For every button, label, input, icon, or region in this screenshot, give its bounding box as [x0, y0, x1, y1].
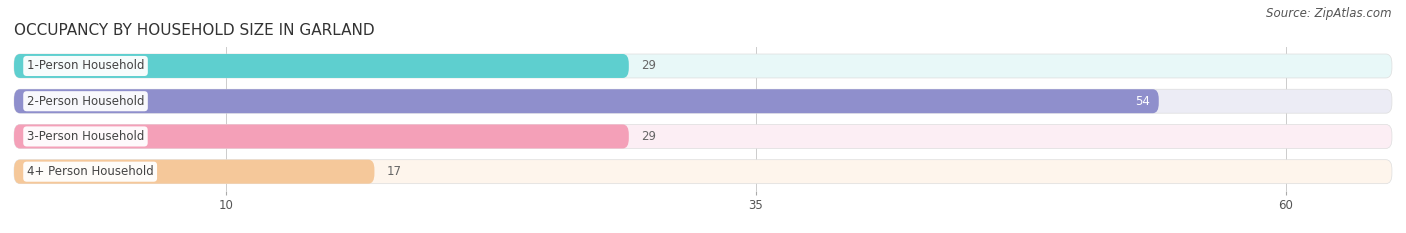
FancyBboxPatch shape — [14, 54, 628, 78]
FancyBboxPatch shape — [14, 89, 1159, 113]
Text: 17: 17 — [387, 165, 402, 178]
Text: 54: 54 — [1136, 95, 1150, 108]
FancyBboxPatch shape — [14, 124, 1392, 148]
Text: Source: ZipAtlas.com: Source: ZipAtlas.com — [1267, 7, 1392, 20]
FancyBboxPatch shape — [14, 54, 1392, 78]
Text: OCCUPANCY BY HOUSEHOLD SIZE IN GARLAND: OCCUPANCY BY HOUSEHOLD SIZE IN GARLAND — [14, 24, 374, 38]
Text: 29: 29 — [641, 130, 657, 143]
Text: 1-Person Household: 1-Person Household — [27, 59, 145, 72]
FancyBboxPatch shape — [14, 124, 628, 148]
Text: 2-Person Household: 2-Person Household — [27, 95, 145, 108]
Text: 4+ Person Household: 4+ Person Household — [27, 165, 153, 178]
FancyBboxPatch shape — [14, 89, 1392, 113]
Text: 3-Person Household: 3-Person Household — [27, 130, 145, 143]
FancyBboxPatch shape — [14, 160, 1392, 184]
Text: 29: 29 — [641, 59, 657, 72]
FancyBboxPatch shape — [14, 160, 374, 184]
